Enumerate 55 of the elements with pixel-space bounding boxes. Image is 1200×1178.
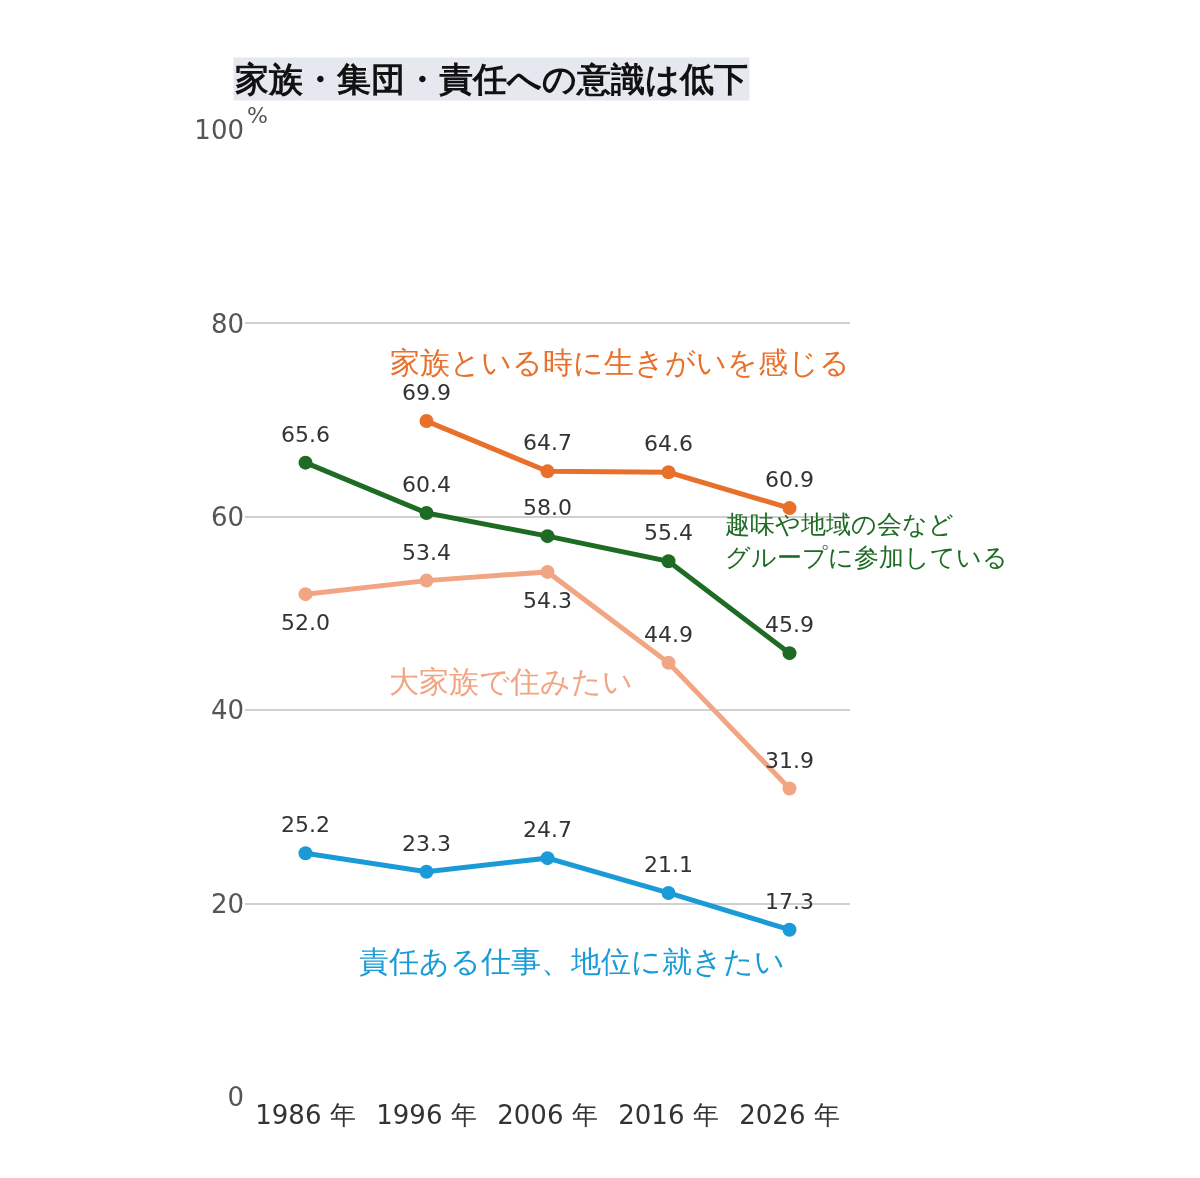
point [298,455,313,470]
data-label: 24.7 [523,817,572,842]
series-label: 趣味や地域の会などグループに参加している [725,510,1008,572]
point [419,864,434,879]
chart-title: 家族・集団・責任への意識は低下 [235,59,748,99]
data-label: 45.9 [765,612,814,637]
data-label: 17.3 [765,889,814,914]
data-label: 64.7 [523,430,572,455]
y-tick-label: 60 [210,501,244,532]
point [782,501,797,516]
data-label: 60.9 [765,467,814,492]
data-label: 55.4 [644,520,693,545]
point [540,529,555,544]
point [661,655,676,670]
point [540,564,555,579]
y-axis-title: % [247,103,268,128]
data-label: 60.4 [402,472,451,497]
series-label: 家族といる時に生きがいを感じる [390,345,850,380]
point [298,587,313,602]
point [419,414,434,429]
data-label: 64.6 [644,431,693,456]
series-label: 責任ある仕事、地位に就きたい [359,944,785,979]
x-tick-label: 1996 年 [376,1100,477,1130]
data-label: 58.0 [523,495,572,520]
data-label: 52.0 [281,610,330,635]
point [782,781,797,796]
x-tick-label: 1986 年 [255,1100,356,1130]
y-tick-label: 80 [210,308,244,339]
series-label: 大家族で住みたい [389,664,633,699]
point [782,646,797,661]
y-tick-label: 0 [227,1082,244,1113]
data-label: 65.6 [281,422,330,447]
x-tick-label: 2016 年 [618,1100,719,1130]
point [419,573,434,588]
point [540,464,555,479]
data-label: 21.1 [644,852,693,877]
point [661,554,676,569]
data-label: 69.9 [402,380,451,405]
point [419,505,434,520]
data-label: 44.9 [644,622,693,647]
x-tick-label: 2026 年 [739,1100,840,1130]
point [661,465,676,480]
point [782,922,797,937]
point [540,851,555,866]
data-label: 54.3 [523,588,572,613]
data-label: 23.3 [402,831,451,856]
y-tick-label: 40 [210,695,244,726]
data-label: 31.9 [765,748,814,773]
y-tick-label: 20 [210,888,244,919]
y-tick-label: 100 [194,115,244,146]
point [298,846,313,861]
x-tick-label: 2006 年 [497,1100,598,1130]
point [661,885,676,900]
data-label: 25.2 [281,812,330,837]
data-label: 53.4 [402,540,451,565]
